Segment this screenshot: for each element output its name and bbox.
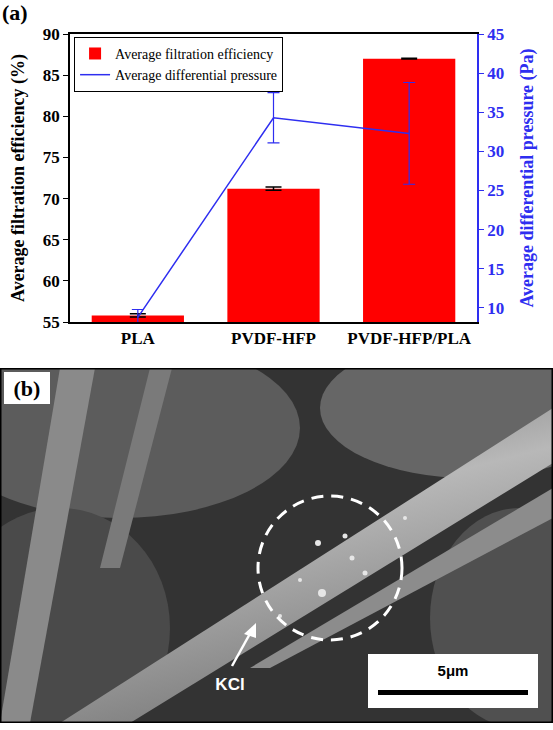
svg-text:25: 25 xyxy=(487,181,504,200)
svg-text:30: 30 xyxy=(487,142,504,161)
svg-text:40: 40 xyxy=(487,64,504,83)
svg-text:45: 45 xyxy=(487,25,504,44)
svg-text:35: 35 xyxy=(487,103,504,122)
svg-text:75: 75 xyxy=(43,148,60,167)
svg-text:80: 80 xyxy=(43,107,60,126)
svg-text:10: 10 xyxy=(487,299,504,318)
svg-text:90: 90 xyxy=(43,25,60,44)
svg-text:KCl: KCl xyxy=(215,675,244,694)
html-text:(a): (a) xyxy=(2,0,28,25)
svg-text:60: 60 xyxy=(43,272,60,291)
svg-text:55: 55 xyxy=(43,313,60,332)
svg-text:(b): (b) xyxy=(14,376,41,401)
svg-text:15: 15 xyxy=(487,260,504,279)
svg-text:Average filtration efficiency: Average filtration efficiency (%) xyxy=(8,54,29,302)
svg-text:PVDF-HFP: PVDF-HFP xyxy=(231,329,316,348)
svg-text:Average differential pressure: Average differential pressure xyxy=(115,68,277,83)
svg-text:85: 85 xyxy=(43,66,60,85)
svg-text:Average differential pressure: Average differential pressure (Pa) xyxy=(517,48,538,307)
svg-text:5μm: 5μm xyxy=(438,662,469,679)
svg-text:20: 20 xyxy=(487,221,504,240)
svg-text:65: 65 xyxy=(43,231,60,250)
svg-text:PVDF-HFP/PLA: PVDF-HFP/PLA xyxy=(347,329,471,348)
svg-text:PLA: PLA xyxy=(121,329,156,348)
svg-text:70: 70 xyxy=(43,190,60,209)
svg-text:Average filtration efficiency: Average filtration efficiency xyxy=(115,47,273,62)
